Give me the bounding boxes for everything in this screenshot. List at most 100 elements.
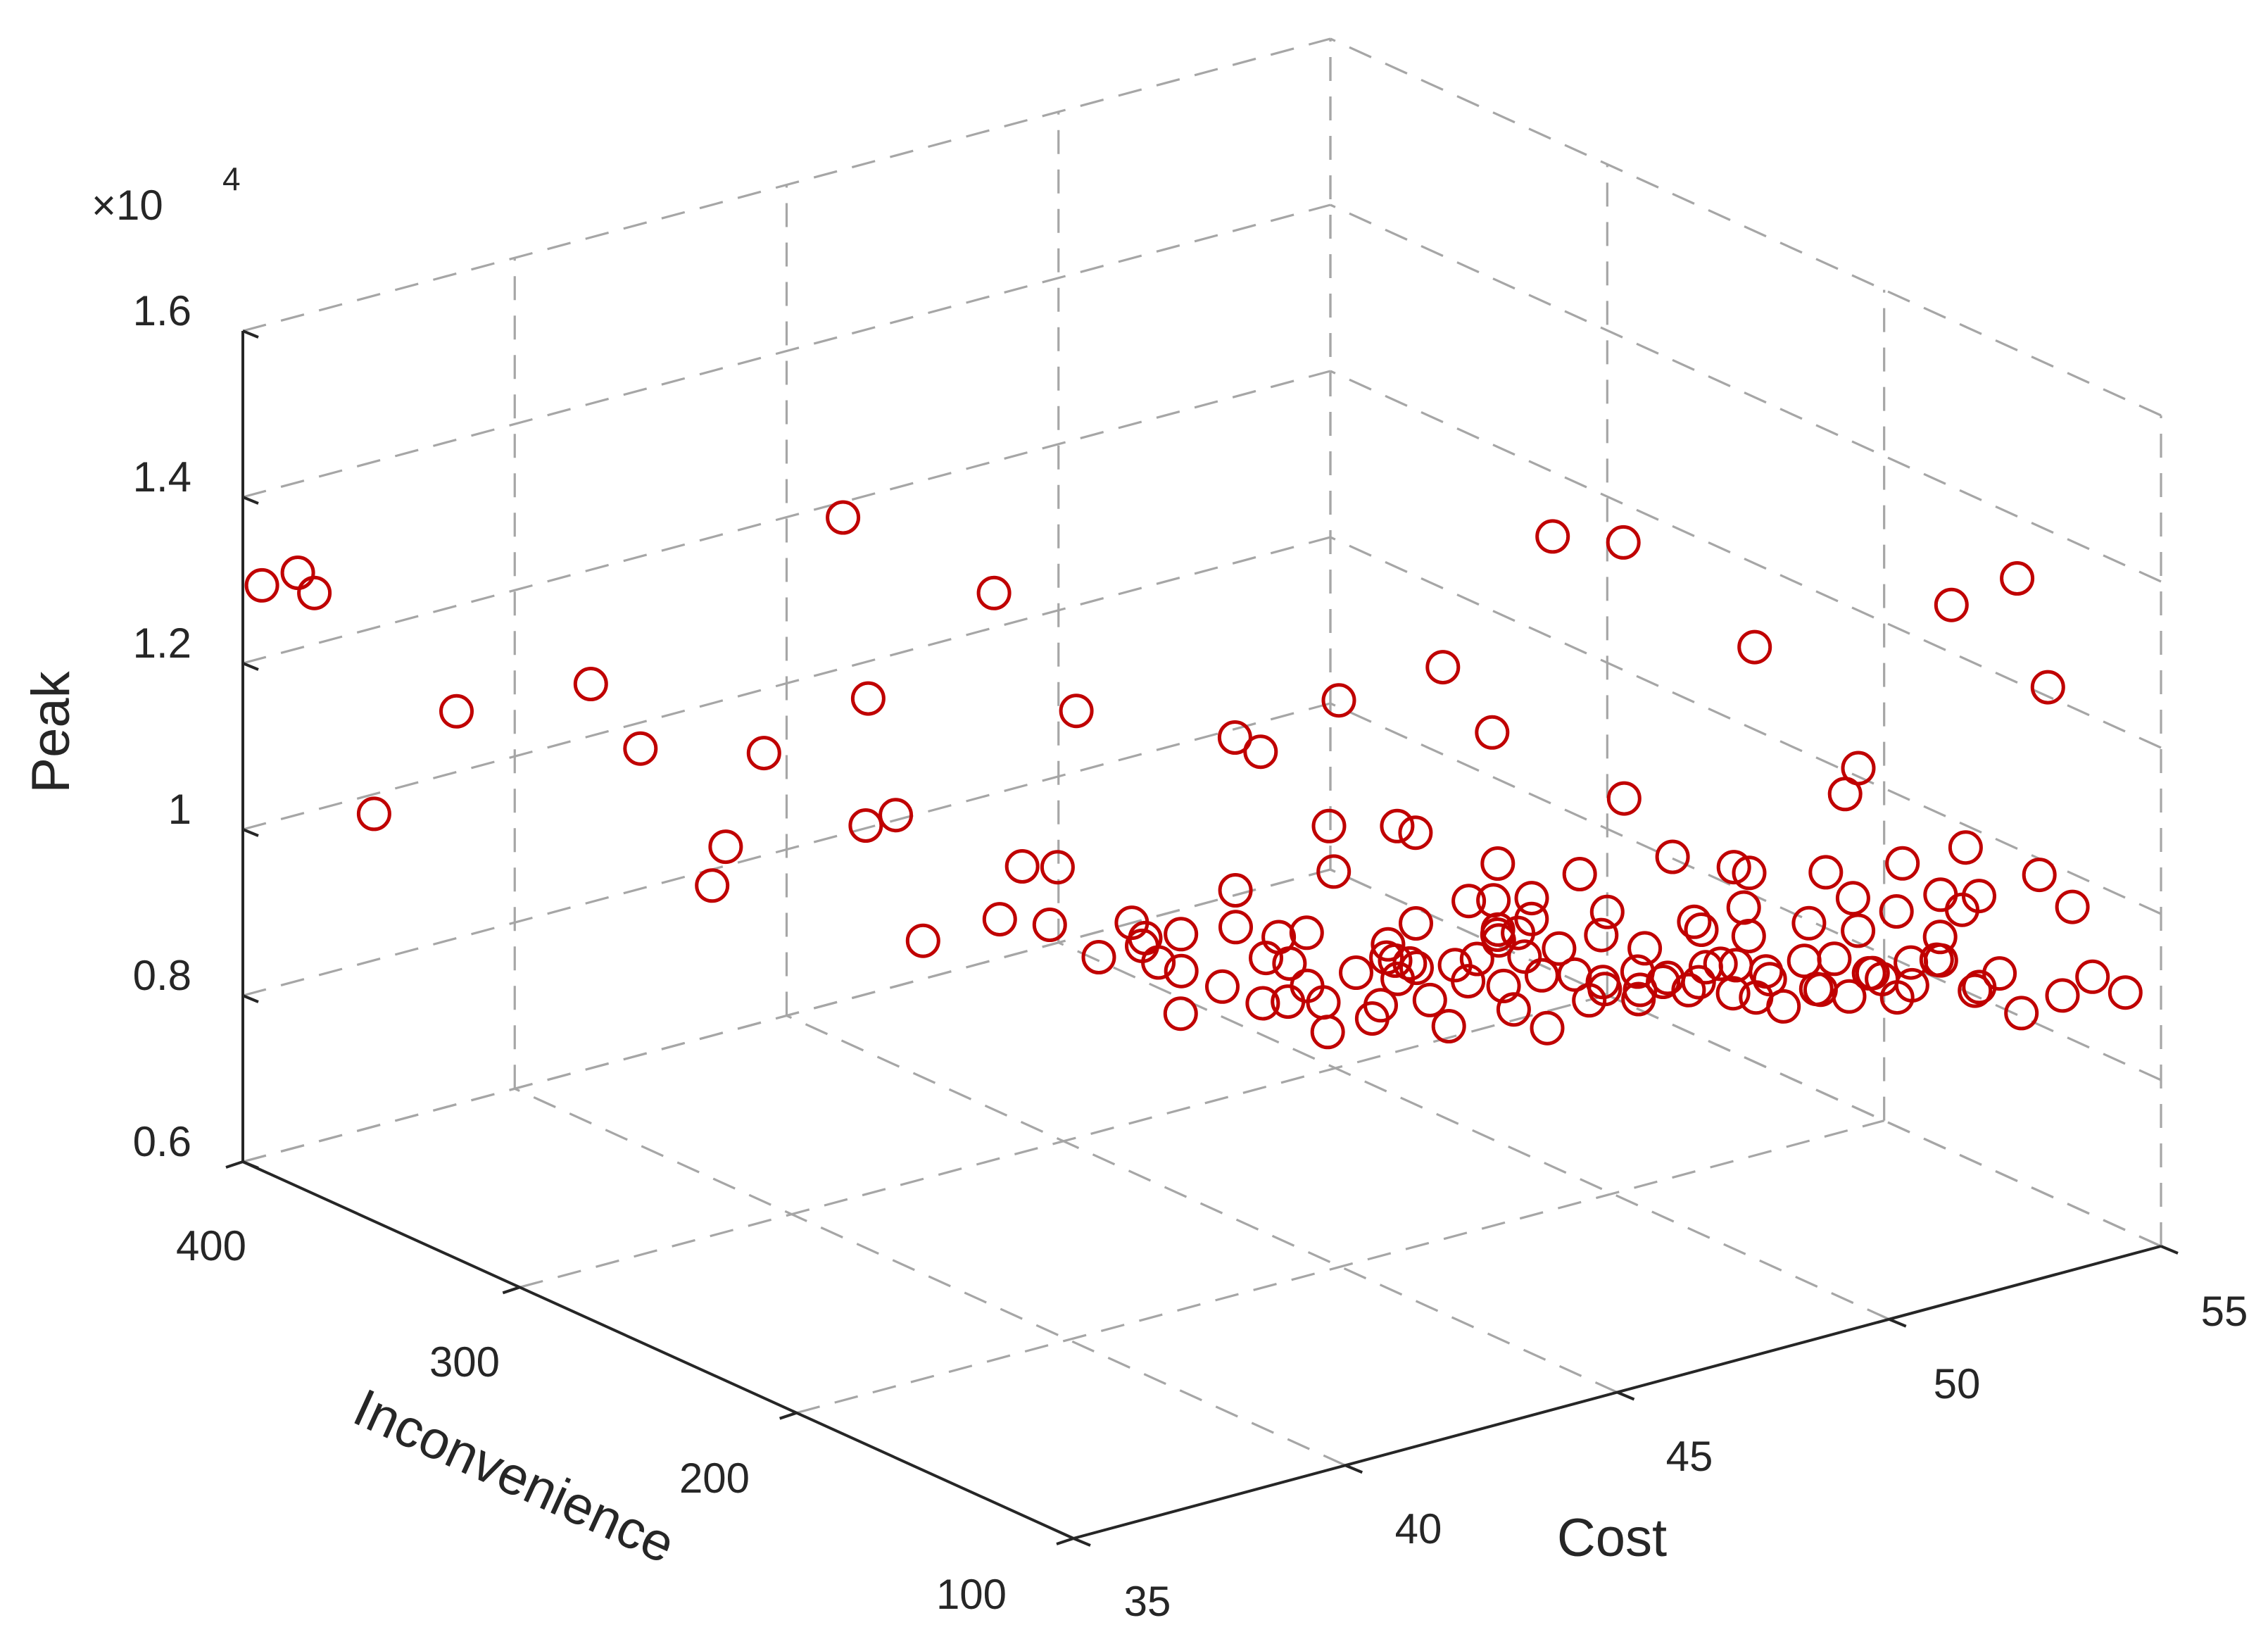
data-point xyxy=(976,575,1012,610)
data-point xyxy=(356,796,391,832)
x-tick-mark xyxy=(1888,1317,1907,1328)
z-tick-mark xyxy=(242,496,259,505)
data-point xyxy=(1272,946,1307,981)
z-tick-label: 0.8 xyxy=(133,952,191,999)
x-tick-mark xyxy=(2160,1245,2179,1255)
data-point xyxy=(878,798,914,833)
data-point xyxy=(1486,968,1521,1003)
data-point xyxy=(2004,996,2039,1031)
floor-grid-line xyxy=(514,1087,1346,1467)
z-axis-label: Peak xyxy=(21,670,81,793)
data-point xyxy=(1879,980,1915,1015)
x-tick-label: 50 xyxy=(1934,1360,1981,1407)
back-wall-grid-line xyxy=(242,868,1331,1163)
floor-grid-line xyxy=(1058,941,1890,1321)
y-axis-line xyxy=(242,1160,1074,1540)
x-axis-label: Cost xyxy=(1557,1508,1667,1568)
data-point xyxy=(1737,629,1772,665)
data-point xyxy=(1399,906,1433,941)
data-point xyxy=(1922,920,1958,955)
data-point xyxy=(1879,894,1914,929)
axes xyxy=(225,330,2179,1547)
data-point xyxy=(1380,808,1415,843)
data-point xyxy=(1310,1015,1345,1050)
data-point xyxy=(1004,849,1040,884)
data-point xyxy=(1542,931,1577,966)
data-point xyxy=(826,500,861,535)
data-point xyxy=(1715,976,1751,1011)
data-point xyxy=(1562,857,1597,891)
data-point xyxy=(905,923,940,958)
data-point xyxy=(1311,808,1347,843)
data-point xyxy=(2022,858,2057,893)
data-point xyxy=(1480,846,1516,881)
y-axis-label: Inconvenience xyxy=(345,1377,683,1575)
y-tick-mark xyxy=(225,1160,244,1169)
x-tick-mark xyxy=(1344,1464,1363,1474)
z-multiplier: ×10 4 xyxy=(92,161,241,229)
data-point xyxy=(1841,913,1876,948)
data-point xyxy=(1749,954,1784,989)
data-point xyxy=(1205,969,1240,1004)
data-point xyxy=(850,681,886,716)
x-tick-mark xyxy=(1073,1537,1091,1547)
data-point xyxy=(1514,881,1549,916)
data-point xyxy=(280,556,315,590)
x-tick-label: 45 xyxy=(1666,1433,1713,1480)
data-point xyxy=(2030,670,2065,705)
data-point xyxy=(1962,970,1997,1005)
y-tick-label: 300 xyxy=(429,1338,500,1386)
data-point xyxy=(2075,959,2110,994)
data-point xyxy=(746,736,781,771)
data-point xyxy=(1627,931,1663,966)
y-tick-mark xyxy=(502,1286,520,1295)
data-point xyxy=(1451,964,1486,999)
x-tick-label: 40 xyxy=(1395,1505,1442,1552)
data-point xyxy=(1885,846,1920,881)
data-point xyxy=(1451,884,1487,919)
data-point xyxy=(2108,975,2143,1010)
data-point xyxy=(1787,943,1822,979)
side-wall-grid-line xyxy=(1330,203,2162,583)
z-tick-labels: 0.6 0.8 1 1.2 1.4 1.6 xyxy=(133,287,191,1165)
floor-grid-line xyxy=(786,1015,1618,1393)
data-point xyxy=(244,567,279,603)
data-point xyxy=(1732,855,1767,891)
data-point xyxy=(1835,881,1870,916)
data-point xyxy=(1243,734,1278,770)
data-point xyxy=(1934,587,1969,622)
data-point xyxy=(623,731,658,766)
data-point xyxy=(1530,1010,1565,1046)
z-tick-label: 1.4 xyxy=(133,453,191,501)
data-point xyxy=(1496,992,1531,1027)
data-point xyxy=(695,868,730,903)
data-point xyxy=(982,902,1017,937)
y-tick-label: 200 xyxy=(679,1455,750,1502)
data-point xyxy=(1399,950,1434,986)
back-wall-grid-line xyxy=(242,203,1331,498)
data-point xyxy=(1392,946,1428,981)
z-multiplier-label: ×10 xyxy=(92,182,163,229)
side-wall-grid-line xyxy=(1330,536,2162,915)
data-point xyxy=(1164,917,1199,952)
data-point xyxy=(1459,941,1494,977)
data-point xyxy=(1040,850,1075,885)
side-wall-grid-line xyxy=(1330,370,2162,749)
x-tick-labels: 35 40 45 50 55 xyxy=(1124,1288,2248,1625)
data-point xyxy=(1948,830,1983,865)
data-point xyxy=(1606,525,1641,560)
data-point xyxy=(2045,978,2080,1013)
x-tick-label: 55 xyxy=(2201,1288,2248,1335)
data-point xyxy=(1923,877,1958,912)
data-point xyxy=(1827,777,1863,812)
data-point xyxy=(1218,873,1253,908)
data-point xyxy=(1218,910,1253,945)
data-point xyxy=(1684,912,1719,947)
data-point xyxy=(708,829,743,865)
z-tick-label: 0.6 xyxy=(133,1118,191,1165)
data-point xyxy=(1371,927,1406,962)
z-tick-mark xyxy=(242,662,259,671)
data-point xyxy=(1289,915,1324,950)
x-tick-label: 35 xyxy=(1124,1578,1171,1625)
back-wall-grid-line xyxy=(242,37,1331,332)
